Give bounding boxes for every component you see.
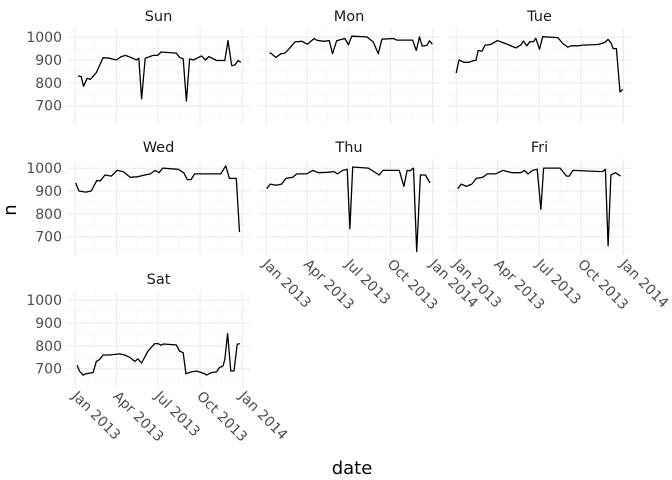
facet-panel-tue: Tue: [448, 9, 631, 124]
facet-panel-wed: Wed 700 800 900 1000: [26, 140, 250, 255]
facet-panel-mon: Mon: [257, 9, 441, 124]
y-tick-label: 700: [35, 99, 62, 115]
y-tick-label: 1000: [26, 293, 62, 309]
facet-strip-label: Fri: [531, 140, 548, 156]
y-tick-label: 800: [35, 339, 62, 355]
x-axis-title: date: [332, 458, 373, 479]
y-tick-label: 900: [35, 184, 62, 200]
facet-panel-sun: Sun 700 800 900 1000: [26, 9, 250, 124]
y-tick-label: 1000: [26, 161, 62, 177]
facet-strip-label: Sun: [145, 9, 173, 25]
series-line-wed: [75, 165, 241, 233]
facet-strip-label: Mon: [334, 9, 365, 25]
facet-strip-label: Wed: [143, 140, 175, 156]
series-line-thu: [266, 166, 431, 253]
y-tick-label: 900: [35, 53, 62, 69]
series-line-fri: [457, 167, 621, 247]
facet-strip-label: Sat: [147, 272, 171, 288]
series-line-sun: [77, 39, 242, 102]
y-tick-label: 800: [35, 76, 62, 92]
y-tick-label: 1000: [26, 30, 62, 46]
facet-panels: Sun 700 800 900 1000 Mon Tue Wed 700 800 900 1000 Th…: [26, 9, 671, 445]
facet-strip-label: Thu: [334, 140, 362, 156]
series-line-mon: [269, 35, 433, 59]
y-tick-label: 700: [35, 362, 62, 378]
y-axis-title: n: [0, 204, 21, 215]
facet-strip-label: Tue: [526, 9, 552, 25]
y-tick-label: 800: [35, 207, 62, 223]
y-tick-label: 900: [35, 316, 62, 332]
series-line-sat: [76, 333, 241, 376]
series-line-tue: [455, 36, 624, 93]
y-tick-label: 700: [35, 230, 62, 246]
